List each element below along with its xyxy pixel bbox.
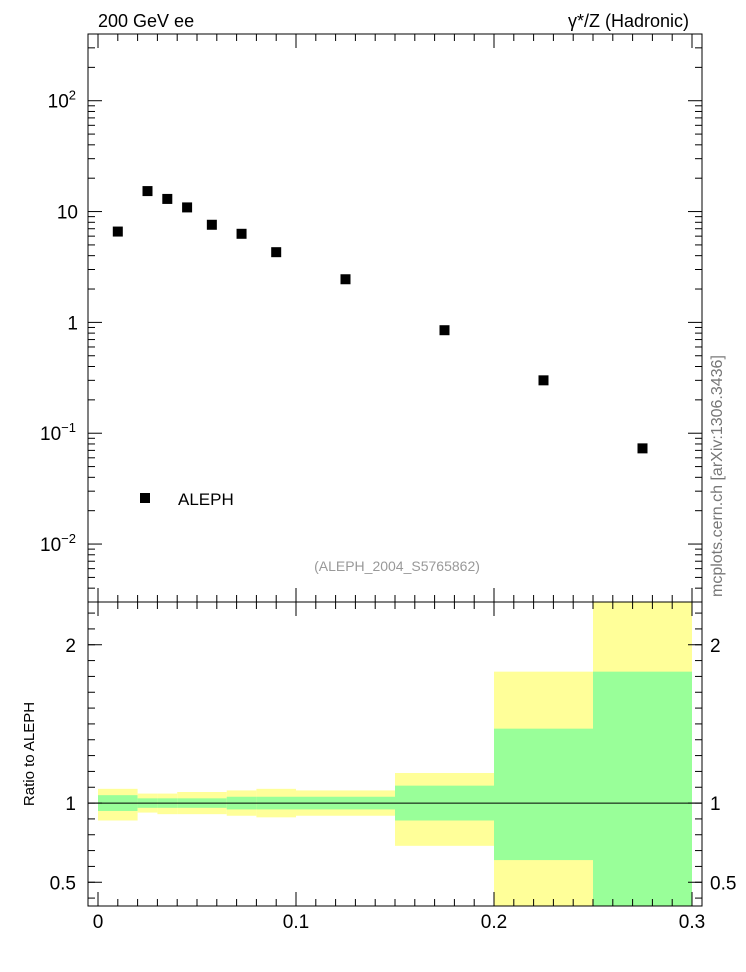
stat-uncertainty-band — [494, 728, 593, 861]
side-label: mcplots.cern.ch [arXiv:1306.3436] — [709, 355, 726, 597]
header-right: γ*/Z (Hadronic) — [568, 11, 689, 31]
data-point — [538, 375, 549, 386]
main-plot-frame — [87, 33, 703, 603]
data-point — [271, 247, 282, 258]
data-point — [637, 443, 648, 454]
ratio-plot-frame — [87, 601, 703, 907]
data-point — [182, 202, 193, 213]
header-left: 200 GeV ee — [98, 11, 194, 31]
ratio-y-tick-label-left: 2 — [65, 636, 76, 657]
stat-uncertainty-band — [593, 671, 692, 906]
x-tick-label: 0.1 — [283, 912, 309, 933]
ratio-y-tick-label-right: 2 — [710, 636, 721, 657]
ratio-axis-label: Ratio to ALEPH — [21, 702, 38, 806]
reference-label: (ALEPH_2004_S5765862) — [314, 558, 480, 574]
legend-marker — [140, 493, 150, 503]
ratio-y-tick-label-left: 0.5 — [50, 873, 76, 894]
y-tick-label: 10−2 — [40, 531, 76, 556]
y-tick-label: 102 — [48, 88, 76, 113]
y-tick-label: 10 — [57, 203, 78, 224]
y-tick-label: 10−1 — [40, 420, 76, 445]
data-point — [142, 186, 153, 197]
main-plot-panel: 10−2 10−1 1 10 102 ALEPH — [40, 33, 703, 603]
y-tick-label: 1 — [67, 313, 78, 334]
ratio-y-tick-label-right: 0.5 — [710, 873, 736, 894]
data-point — [162, 193, 173, 204]
data-point — [439, 325, 450, 336]
ratio-plot-panel: 0.5 0.5 1 1 2 2 0 0.1 0.2 0.3 Ratio to ALEPH — [21, 601, 736, 933]
ratio-y-tick-label-left: 1 — [65, 794, 76, 815]
data-point — [206, 219, 217, 230]
ratio-y-tick-label-right: 1 — [710, 794, 721, 815]
legend: ALEPH — [140, 490, 234, 509]
legend-label: ALEPH — [178, 490, 234, 509]
x-tick-label: 0.3 — [679, 912, 705, 933]
data-point — [112, 226, 123, 237]
data-point — [236, 228, 247, 239]
x-tick-label: 0 — [93, 912, 104, 933]
x-tick-label: 0.2 — [481, 912, 507, 933]
data-point — [340, 274, 351, 285]
